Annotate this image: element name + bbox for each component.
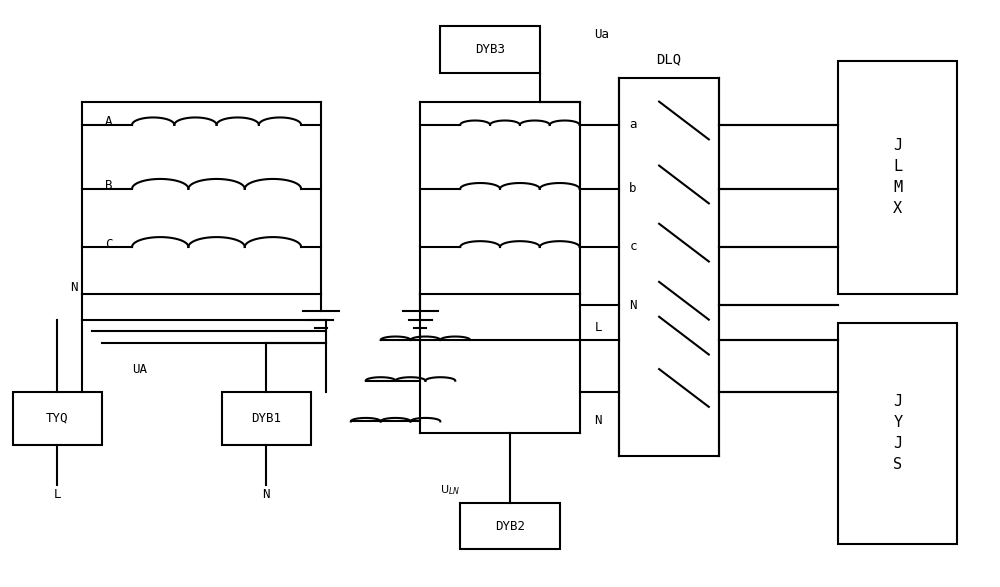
Text: TYQ: TYQ bbox=[46, 412, 69, 425]
Text: DYB3: DYB3 bbox=[475, 43, 505, 56]
Text: J
L
M
X: J L M X bbox=[893, 138, 902, 216]
Text: J
Y
J
S: J Y J S bbox=[893, 394, 902, 472]
Bar bbox=[838, 61, 957, 294]
Text: N: N bbox=[70, 281, 77, 294]
Text: UA: UA bbox=[132, 363, 147, 376]
Text: C: C bbox=[105, 238, 112, 251]
Text: N: N bbox=[594, 414, 602, 427]
Text: c: c bbox=[629, 241, 637, 254]
Text: L: L bbox=[594, 321, 602, 334]
Text: A: A bbox=[105, 116, 112, 129]
Text: B: B bbox=[105, 180, 112, 193]
Bar bbox=[460, 503, 560, 549]
Bar bbox=[440, 26, 540, 73]
Text: DYB1: DYB1 bbox=[251, 412, 281, 425]
Text: Ua: Ua bbox=[594, 28, 609, 41]
Text: L: L bbox=[54, 488, 61, 501]
Bar bbox=[222, 392, 311, 445]
Text: N: N bbox=[263, 488, 270, 501]
Bar bbox=[13, 392, 102, 445]
Bar bbox=[838, 323, 957, 544]
Text: DLQ: DLQ bbox=[656, 53, 682, 67]
Text: DYB2: DYB2 bbox=[495, 519, 525, 532]
Text: a: a bbox=[629, 119, 637, 131]
Text: N: N bbox=[629, 299, 637, 312]
Text: b: b bbox=[629, 183, 637, 195]
Text: U$_{LN}$: U$_{LN}$ bbox=[440, 483, 461, 497]
